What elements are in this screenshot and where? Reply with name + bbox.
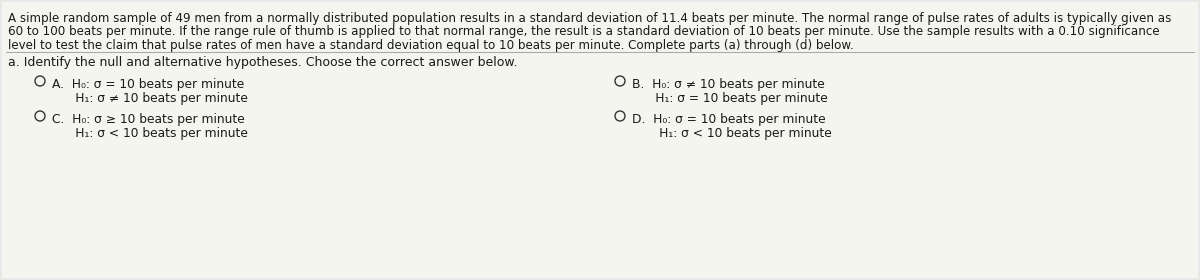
Text: C.  H₀: σ ≥ 10 beats per minute: C. H₀: σ ≥ 10 beats per minute	[52, 113, 245, 126]
Text: level to test the claim that pulse rates of men have a standard deviation equal : level to test the claim that pulse rates…	[8, 39, 853, 52]
Text: a. Identify the null and alternative hypotheses. Choose the correct answer below: a. Identify the null and alternative hyp…	[8, 56, 517, 69]
Text: H₁: σ < 10 beats per minute: H₁: σ < 10 beats per minute	[52, 127, 248, 140]
Text: H₁: σ = 10 beats per minute: H₁: σ = 10 beats per minute	[632, 92, 828, 105]
Text: 60 to 100 beats per minute. If the range rule of thumb is applied to that normal: 60 to 100 beats per minute. If the range…	[8, 25, 1159, 39]
Text: H₁: σ ≠ 10 beats per minute: H₁: σ ≠ 10 beats per minute	[52, 92, 248, 105]
Text: A simple random sample of 49 men from a normally distributed population results : A simple random sample of 49 men from a …	[8, 12, 1171, 25]
Text: A.  H₀: σ = 10 beats per minute: A. H₀: σ = 10 beats per minute	[52, 78, 245, 91]
Text: B.  H₀: σ ≠ 10 beats per minute: B. H₀: σ ≠ 10 beats per minute	[632, 78, 824, 91]
Text: D.  H₀: σ = 10 beats per minute: D. H₀: σ = 10 beats per minute	[632, 113, 826, 126]
Text: H₁: σ < 10 beats per minute: H₁: σ < 10 beats per minute	[632, 127, 832, 140]
